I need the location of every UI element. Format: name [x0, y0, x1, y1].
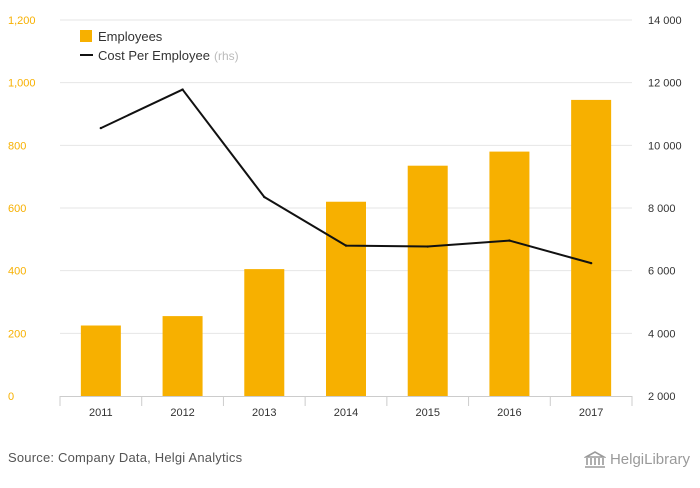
right-axis-tick-label: 14 000 — [648, 15, 682, 27]
helgi-library-logo: HelgiLibrary — [583, 449, 690, 469]
bar-series-employees — [80, 99, 612, 397]
line-point-2012 — [181, 88, 184, 91]
line-point-2016 — [508, 239, 511, 242]
library-building-icon — [583, 451, 606, 468]
left-axis-tick-label: 800 — [8, 140, 26, 152]
x-axis-tick-label: 2013 — [252, 407, 276, 419]
source-note: Source: Company Data, Helgi Analytics — [8, 450, 243, 465]
left-axis-tick-label: 0 — [8, 391, 14, 403]
x-axis-tick-label: 2017 — [579, 407, 603, 419]
x-axis-tick-label: 2014 — [334, 407, 358, 419]
bar-2011 — [80, 325, 121, 396]
bar-2016 — [489, 151, 530, 396]
bar-2014 — [326, 201, 366, 396]
bar-2017 — [571, 99, 612, 397]
bar-2012 — [162, 316, 203, 396]
bar-2013 — [244, 269, 285, 396]
left-axis-tick-label: 1,000 — [8, 78, 36, 90]
right-axis-tick-label: 2 000 — [648, 391, 676, 403]
legend-swatch-employees — [80, 30, 92, 42]
left-axis-tick-label: 600 — [8, 203, 26, 215]
line-point-2013 — [263, 195, 266, 199]
legend-label-cost-per-employee: Cost Per Employee (rhs) — [98, 48, 239, 63]
right-axis-tick-label: 12 000 — [648, 78, 682, 90]
left-axis-tick-label: 1,200 — [8, 15, 36, 27]
line-series-cost-per-employee — [99, 88, 593, 265]
legend-label-rhs-suffix: (rhs) — [214, 49, 239, 63]
x-axis-tick-label: 2015 — [415, 407, 439, 419]
line-point-2014 — [344, 244, 348, 247]
logo-text: HelgiLibrary — [609, 450, 690, 468]
line-point-2011 — [99, 126, 103, 130]
x-axis-tick-label: 2011 — [89, 407, 113, 419]
legend-label-cost-name: Cost Per Employee — [98, 48, 210, 63]
x-axis-tick-label: 2012 — [170, 407, 194, 419]
legend-label-employees: Employees — [98, 29, 163, 44]
right-axis-tick-label: 10 000 — [648, 140, 682, 152]
right-axis-tick-label: 6 000 — [648, 266, 676, 278]
line-point-2017 — [589, 261, 593, 265]
legend: Employees Cost Per Employee (rhs) — [80, 29, 239, 63]
x-axis-tick-label: 2016 — [497, 407, 521, 419]
right-axis-tick-label: 8 000 — [648, 203, 676, 215]
axes: 0 200 400 600 800 1,000 1,200 2 000 4 000 6 000 8 … — [8, 15, 682, 419]
left-axis-tick-label: 200 — [8, 328, 26, 340]
right-axis-tick-label: 4 000 — [648, 328, 676, 340]
left-axis-tick-label: 400 — [8, 266, 26, 278]
line-point-2015 — [426, 245, 429, 248]
bar-2015 — [407, 165, 448, 396]
